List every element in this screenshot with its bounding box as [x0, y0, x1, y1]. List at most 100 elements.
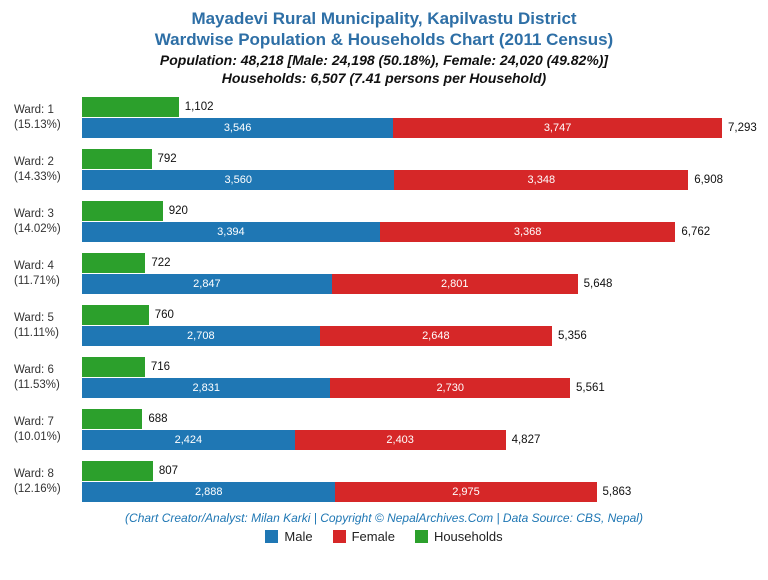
households-bar-row: 760: [82, 305, 754, 325]
ward-row: Ward: 8(12.16%)8072,8882,9755,863: [14, 457, 754, 507]
households-value: 722: [151, 257, 170, 269]
households-value: 792: [158, 153, 177, 165]
ward-pct: (11.71%): [14, 275, 60, 287]
ward-name: Ward: 7: [14, 416, 54, 428]
total-value: 5,561: [576, 382, 605, 394]
ward-row: Ward: 1(15.13%) 1,102 3,546 3,747 7,293: [14, 93, 754, 143]
ward-row: Ward: 4(11.71%)7222,8472,8015,648: [14, 249, 754, 299]
legend-swatch-households: [415, 530, 428, 543]
ward-label: Ward: 1(15.13%): [14, 103, 82, 133]
households-bar: [82, 357, 145, 377]
male-value: 2,888: [195, 486, 223, 498]
households-bar-row: 688: [82, 409, 754, 429]
ward-label: Ward: 4 (11.71%): [14, 259, 82, 289]
ward-name: Ward: 2: [14, 156, 54, 168]
households-bar: [82, 149, 152, 169]
legend-item-households: Households: [415, 529, 503, 544]
female-bar: 2,648: [320, 326, 552, 346]
households-bar: [82, 409, 142, 429]
male-bar: 2,424: [82, 430, 295, 450]
households-bar: [82, 305, 149, 325]
female-value: 2,403: [386, 434, 414, 446]
male-value: 2,424: [175, 434, 203, 446]
population-bar-row: 2,7082,6485,356: [82, 326, 754, 346]
legend-label-male: Male: [284, 529, 312, 544]
chart-credits: (Chart Creator/Analyst: Milan Karki | Co…: [14, 511, 754, 525]
households-value: 1,102: [185, 101, 214, 113]
households-bar: [82, 201, 163, 221]
female-value: 2,975: [452, 486, 480, 498]
female-value: 2,801: [441, 278, 469, 290]
households-bar: [82, 97, 179, 117]
male-bar: 3,560: [82, 170, 394, 190]
female-bar: 2,801: [332, 274, 578, 294]
households-bar-row: 920: [82, 201, 754, 221]
male-bar: 2,888: [82, 482, 335, 502]
female-value: 3,747: [544, 122, 572, 134]
ward-bars: 716 2,831 2,730 5,561: [82, 356, 754, 400]
chart-title-line2: Wardwise Population & Households Chart (…: [14, 29, 754, 50]
male-value: 2,708: [187, 330, 215, 342]
population-bar-row: 3,546 3,747 7,293: [82, 118, 757, 138]
male-value: 3,560: [224, 174, 252, 186]
households-bar-row: 722: [82, 253, 754, 273]
total-value: 7,293: [728, 122, 757, 134]
ward-name: Ward: 6: [14, 364, 54, 376]
ward-pct: (12.16%): [14, 483, 61, 495]
male-value: 2,831: [192, 382, 220, 394]
population-bar-row: 2,831 2,730 5,561: [82, 378, 754, 398]
ward-row: Ward: 7(10.01%) 688 2,424 2,403 4,827: [14, 405, 754, 455]
legend-swatch-male: [265, 530, 278, 543]
households-bar-row: 807: [82, 461, 754, 481]
female-bar: 2,403: [295, 430, 506, 450]
ward-label: Ward: 5 (11.11%): [14, 311, 82, 341]
households-bar: [82, 253, 145, 273]
ward-pct: (15.13%): [14, 119, 61, 131]
total-value: 4,827: [512, 434, 541, 446]
ward-row: Ward: 5(11.11%)7602,7082,6485,356: [14, 301, 754, 351]
ward-label: Ward: 7(10.01%): [14, 415, 82, 445]
male-value: 3,546: [224, 122, 252, 134]
female-bar: 2,975: [335, 482, 596, 502]
ward-name: Ward: 3: [14, 208, 54, 220]
ward-bars: 7923,5603,3486,908: [82, 148, 754, 192]
ward-name: Ward: 4: [14, 260, 54, 272]
households-bar-row: 1,102: [82, 97, 757, 117]
households-value: 807: [159, 465, 178, 477]
chart-title-line1: Mayadevi Rural Municipality, Kapilvastu …: [14, 8, 754, 29]
ward-bars: 7602,7082,6485,356: [82, 304, 754, 348]
households-bar-row: 716: [82, 357, 754, 377]
population-bar-row: 2,8472,8015,648: [82, 274, 754, 294]
households-value: 688: [148, 413, 167, 425]
female-bar: 3,348: [394, 170, 688, 190]
female-value: 3,348: [528, 174, 556, 186]
chart-legend: Male Female Households: [14, 529, 754, 544]
ward-pct: (14.33%): [14, 171, 61, 183]
female-bar: 3,368: [380, 222, 676, 242]
male-bar: 2,831: [82, 378, 330, 398]
legend-label-female: Female: [352, 529, 395, 544]
ward-row: Ward: 6 (11.53%) 716 2,831 2,730 5,561: [14, 353, 754, 403]
total-value: 5,863: [603, 486, 632, 498]
female-bar: 2,730: [330, 378, 570, 398]
ward-name: Ward: 5: [14, 312, 54, 324]
chart-subtitle-line2: Households: 6,507 (7.41 persons per Hous…: [14, 69, 754, 87]
ward-bars: 688 2,424 2,403 4,827: [82, 408, 754, 452]
chart-area: Ward: 1(15.13%)1,1023,5463,7477,293Ward:…: [14, 93, 754, 507]
legend-item-female: Female: [333, 529, 395, 544]
legend-item-male: Male: [265, 529, 312, 544]
ward-bars: 1,102 3,546 3,747 7,293: [82, 96, 757, 140]
population-bar-row: 3,5603,3486,908: [82, 170, 754, 190]
ward-pct: (11.53%): [14, 379, 60, 391]
households-bar: [82, 461, 153, 481]
ward-label: Ward: 3(14.02%): [14, 207, 82, 237]
female-value: 3,368: [514, 226, 542, 238]
total-value: 6,762: [681, 226, 710, 238]
female-value: 2,648: [422, 330, 450, 342]
male-bar: 2,847: [82, 274, 332, 294]
ward-pct: (11.11%): [14, 327, 59, 339]
households-value: 716: [151, 361, 170, 373]
population-bar-row: 2,424 2,403 4,827: [82, 430, 754, 450]
ward-label: Ward: 6 (11.53%): [14, 363, 82, 393]
households-value: 760: [155, 309, 174, 321]
